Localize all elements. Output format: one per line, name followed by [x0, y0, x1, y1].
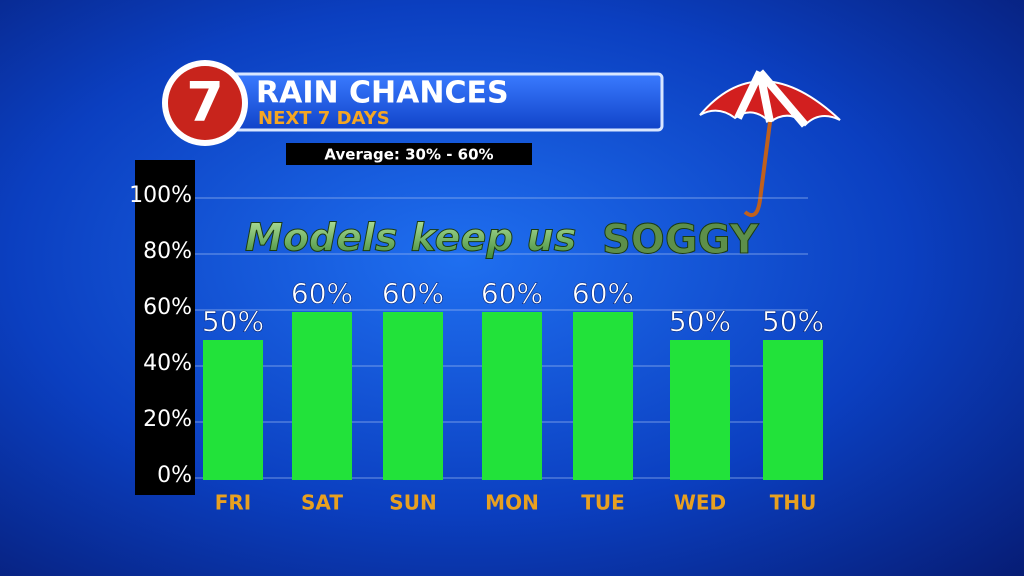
value-label: 60% [481, 277, 543, 310]
x-tick-label: TUE [581, 491, 625, 515]
chart-title: RAIN CHANCES [256, 76, 509, 111]
y-tick-label: 0% [157, 463, 192, 488]
bar [573, 312, 633, 480]
value-label: 50% [202, 305, 264, 338]
bar [763, 340, 823, 480]
y-tick-label: 80% [143, 239, 192, 264]
value-label: 60% [382, 277, 444, 310]
umbrella-icon [699, 69, 841, 217]
y-tick-label: 60% [143, 295, 192, 320]
value-label: 50% [762, 305, 824, 338]
note-box [286, 143, 532, 165]
chart-subtitle: NEXT 7 DAYS [258, 108, 390, 129]
note: Average: 30% - 60% [324, 146, 493, 164]
logo-text: 7 [186, 71, 224, 134]
axis-panel [135, 160, 195, 495]
value-label: 60% [291, 277, 353, 310]
bar [292, 312, 352, 480]
x-tick-label: SAT [301, 491, 343, 515]
y-tick-label: 40% [143, 351, 192, 376]
x-tick-label: WED [674, 491, 726, 515]
bar [670, 340, 730, 480]
annotation-emphasis: SOGGY [602, 217, 760, 263]
annotation: Models keep us [245, 216, 576, 260]
x-tick-label: MON [485, 491, 539, 515]
y-tick-label: 20% [143, 407, 192, 432]
x-tick-label: SUN [389, 491, 436, 515]
value-label: 50% [669, 305, 731, 338]
x-tick-label: FRI [215, 491, 252, 515]
value-label: 60% [572, 277, 634, 310]
bar [383, 312, 443, 480]
bar [203, 340, 263, 480]
logo [168, 66, 242, 140]
y-tick-label: 100% [129, 183, 192, 208]
bar [482, 312, 542, 480]
x-tick-label: THU [770, 491, 817, 515]
